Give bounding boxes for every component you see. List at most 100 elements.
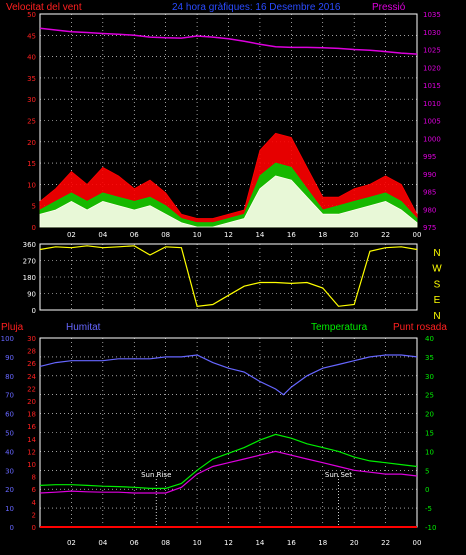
- temperature-label: Temperatura: [311, 322, 368, 333]
- mid-left-tick-label: 90: [27, 291, 36, 299]
- chart-title: 24 hora gràfiques: 16 Desembre 2016: [172, 2, 341, 13]
- temperature-tick-label: 15: [425, 430, 434, 438]
- compass-label: N: [433, 311, 440, 322]
- humidity-tick-label: 70: [5, 392, 14, 400]
- series-punt-rosada-line: [39, 450, 418, 494]
- humidity-temperature-panel: 0102030405060708090100024681012141618202…: [1, 335, 437, 547]
- temperature-tick-label: 40: [425, 335, 434, 343]
- mid-left-tick-label: 360: [23, 241, 36, 249]
- temperature-tick-label: 5: [425, 467, 429, 475]
- humidity-tick-label: 90: [5, 354, 14, 362]
- top-x-tick-label: 06: [130, 231, 139, 239]
- pressure-label: Pressió: [372, 2, 406, 13]
- bot-x-tick-label: 00: [413, 539, 422, 547]
- top-left-tick-label: 35: [27, 75, 36, 83]
- mid-left-tick-label: 270: [23, 258, 36, 266]
- top-right-tick-label: 1010: [423, 100, 441, 108]
- humidity-tick-label: 40: [5, 448, 14, 456]
- series-wind-direction-line: [39, 245, 418, 307]
- top-right-tick-label: 1015: [423, 82, 441, 90]
- top-x-tick-label: 10: [193, 231, 202, 239]
- rain-tick-label: 2: [32, 511, 36, 519]
- bot-x-tick-label: 14: [255, 539, 264, 547]
- top-left-tick-label: 10: [27, 181, 36, 189]
- humidity-tick-label: 80: [5, 373, 14, 381]
- temperature-tick-label: 0: [425, 486, 429, 494]
- series-humitat-line: [39, 354, 418, 396]
- rain-tick-label: 14: [27, 436, 36, 444]
- bot-x-tick-label: 22: [381, 539, 390, 547]
- mid-left-tick-label: 0: [32, 307, 36, 315]
- top-left-tick-label: 50: [27, 11, 36, 19]
- top-right-tick-label: 985: [423, 189, 436, 197]
- rain-tick-label: 24: [27, 373, 36, 381]
- bot-x-tick-label: 20: [350, 539, 359, 547]
- top-x-tick-label: 14: [255, 231, 264, 239]
- bot-x-tick-label: 10: [193, 539, 202, 547]
- rain-tick-label: 6: [32, 486, 37, 494]
- rain-tick-label: 12: [27, 448, 36, 456]
- top-x-tick-label: 18: [318, 231, 327, 239]
- rain-tick-label: 20: [27, 398, 36, 406]
- wind-speed-label: Velocitat del vent: [6, 2, 82, 13]
- bot-x-tick-label: 02: [67, 539, 76, 547]
- bot-x-tick-label: 18: [318, 539, 327, 547]
- rain-tick-label: 18: [27, 411, 36, 419]
- humidity-tick-label: 0: [10, 524, 14, 532]
- humidity-tick-label: 60: [5, 411, 14, 419]
- rain-tick-label: 28: [27, 348, 36, 356]
- rain-tick-label: 16: [27, 423, 36, 431]
- top-right-tick-label: 1035: [423, 11, 441, 19]
- rain-tick-label: 10: [27, 461, 36, 469]
- top-right-tick-label: 995: [423, 153, 436, 161]
- top-right-tick-label: 1000: [423, 135, 441, 143]
- top-right-tick-label: 980: [423, 206, 436, 214]
- top-x-tick-label: 02: [67, 231, 76, 239]
- temperature-tick-label: 30: [425, 373, 434, 381]
- top-left-tick-label: 0: [32, 224, 36, 232]
- humidity-tick-label: 20: [5, 486, 14, 494]
- top-x-tick-label: 20: [350, 231, 359, 239]
- rain-label: Pluja: [1, 322, 24, 333]
- compass-label: W: [432, 264, 442, 275]
- top-left-tick-label: 45: [27, 32, 36, 40]
- temperature-tick-label: 20: [425, 411, 434, 419]
- top-right-tick-label: 975: [423, 224, 436, 232]
- humidity-tick-label: 10: [5, 505, 14, 513]
- bot-x-tick-label: 12: [224, 539, 233, 547]
- top-right-tick-label: 1030: [423, 29, 441, 37]
- mid-left-tick-label: 180: [23, 274, 36, 282]
- sun-annotation: Sun Set: [325, 471, 352, 479]
- rain-tick-label: 26: [27, 360, 36, 368]
- humidity-tick-label: 30: [5, 467, 14, 475]
- temperature-tick-label: 25: [425, 392, 434, 400]
- rain-tick-label: 8: [32, 474, 36, 482]
- sun-annotation: Sun Rise: [141, 471, 171, 479]
- bot-x-tick-label: 08: [161, 539, 170, 547]
- top-x-tick-label: 22: [381, 231, 390, 239]
- compass-label: E: [434, 295, 441, 306]
- rain-tick-label: 22: [27, 385, 36, 393]
- humidity-label: Humitat: [66, 322, 101, 333]
- bot-x-tick-label: 04: [98, 539, 107, 547]
- compass-label: S: [434, 279, 441, 290]
- series-pressure-line: [39, 27, 418, 55]
- series-temperatura-line: [39, 433, 418, 489]
- top-left-tick-label: 30: [27, 96, 36, 104]
- temperature-tick-label: -10: [425, 524, 436, 532]
- top-left-tick-label: 25: [27, 118, 36, 126]
- temperature-tick-label: -5: [425, 505, 432, 513]
- humidity-tick-label: 100: [1, 335, 14, 343]
- top-x-tick-label: 00: [413, 231, 422, 239]
- humidity-tick-label: 50: [5, 430, 14, 438]
- bot-x-tick-label: 16: [287, 539, 296, 547]
- temperature-tick-label: 35: [425, 354, 434, 362]
- top-left-tick-label: 20: [27, 139, 36, 147]
- top-left-tick-label: 40: [27, 54, 36, 62]
- bot-x-tick-label: 06: [130, 539, 139, 547]
- temperature-tick-label: 10: [425, 448, 434, 456]
- top-x-tick-label: 04: [98, 231, 107, 239]
- top-right-tick-label: 1025: [423, 47, 441, 55]
- dew-point-label: Punt rosada: [393, 322, 447, 333]
